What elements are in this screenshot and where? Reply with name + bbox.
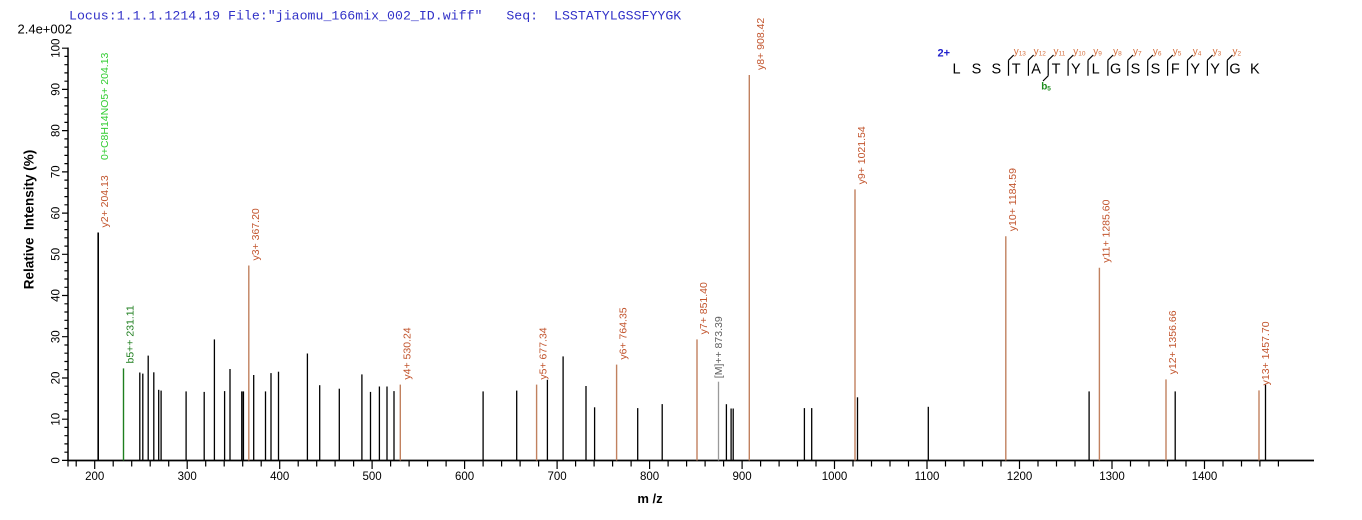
svg-text:30: 30 [51, 330, 63, 343]
svg-text:y5+ 677.34: y5+ 677.34 [538, 327, 550, 379]
svg-text:y13+ 1457.70: y13+ 1457.70 [1260, 321, 1272, 385]
svg-text:y10: y10 [1073, 47, 1086, 58]
svg-text:0: 0 [51, 457, 63, 463]
svg-text:L: L [952, 62, 960, 78]
svg-text:y11: y11 [1054, 47, 1066, 58]
svg-text:y9+ 1021.54: y9+ 1021.54 [856, 126, 868, 184]
svg-text:b5: b5 [1041, 82, 1051, 93]
svg-text:10: 10 [51, 413, 63, 426]
svg-text:900: 900 [733, 471, 752, 483]
svg-text:500: 500 [363, 471, 382, 483]
svg-text:y4: y4 [1193, 47, 1202, 58]
svg-text:y6+ 764.35: y6+ 764.35 [618, 307, 630, 359]
svg-text:y12+ 1356.66: y12+ 1356.66 [1167, 310, 1179, 374]
svg-text:50: 50 [51, 248, 63, 261]
svg-text:40: 40 [51, 289, 63, 302]
svg-text:Y: Y [1071, 62, 1081, 78]
svg-text:90: 90 [51, 83, 63, 96]
svg-text:S: S [1151, 62, 1161, 78]
svg-text:G: G [1229, 62, 1240, 78]
svg-text:y6: y6 [1153, 47, 1162, 58]
svg-text:Y: Y [1210, 62, 1220, 78]
svg-text:y11+ 1285.60: y11+ 1285.60 [1100, 199, 1112, 262]
svg-text:2+: 2+ [938, 48, 951, 60]
svg-text:0+C8H14NO5+ 204.13: 0+C8H14NO5+ 204.13 [99, 52, 111, 160]
svg-text:20: 20 [51, 372, 63, 385]
svg-text:y9: y9 [1093, 47, 1102, 58]
svg-text:700: 700 [548, 471, 567, 483]
svg-text:y4+ 530.24: y4+ 530.24 [401, 327, 413, 379]
svg-text:1400: 1400 [1192, 471, 1218, 483]
svg-text:m /z: m /z [637, 491, 663, 506]
svg-text:y12: y12 [1034, 47, 1047, 58]
svg-text:Locus:1.1.1.1214.19 File:"jiao: Locus:1.1.1.1214.19 File:"jiaomu_166mix_… [69, 9, 681, 24]
svg-text:G: G [1110, 62, 1121, 78]
svg-text:Relative Intensity (%): Relative Intensity (%) [22, 150, 37, 290]
svg-text:600: 600 [455, 471, 474, 483]
svg-text:100: 100 [51, 39, 63, 58]
svg-text:L: L [1092, 62, 1100, 78]
svg-text:y5: y5 [1173, 47, 1182, 58]
svg-text:y3+ 367.20: y3+ 367.20 [250, 208, 262, 260]
svg-text:y10+ 1184.59: y10+ 1184.59 [1007, 168, 1019, 231]
svg-text:F: F [1171, 62, 1180, 78]
svg-text:80: 80 [51, 124, 63, 137]
svg-text:S: S [991, 62, 1001, 78]
svg-text:y8+ 908.42: y8+ 908.42 [755, 18, 767, 70]
svg-text:y2+ 204.13: y2+ 204.13 [99, 175, 111, 227]
svg-text:300: 300 [178, 471, 197, 483]
svg-text:S: S [1131, 62, 1141, 78]
svg-text:[M]++ 873.39: [M]++ 873.39 [713, 316, 725, 378]
svg-text:800: 800 [640, 471, 659, 483]
svg-text:1300: 1300 [1099, 471, 1125, 483]
svg-text:2.4e+002: 2.4e+002 [18, 22, 73, 37]
svg-text:A: A [1031, 62, 1041, 78]
svg-text:y2: y2 [1233, 47, 1242, 58]
svg-text:1000: 1000 [822, 471, 848, 483]
svg-text:1200: 1200 [1007, 471, 1033, 483]
svg-text:Y: Y [1190, 62, 1200, 78]
svg-text:1100: 1100 [915, 471, 940, 483]
svg-text:60: 60 [51, 207, 63, 220]
svg-text:K: K [1250, 62, 1260, 78]
svg-text:400: 400 [270, 471, 289, 483]
svg-text:y13: y13 [1014, 47, 1027, 58]
svg-text:200: 200 [85, 471, 104, 483]
svg-text:y8: y8 [1113, 47, 1122, 58]
svg-text:y3: y3 [1213, 47, 1222, 58]
svg-text:y7+ 851.40: y7+ 851.40 [698, 282, 710, 334]
svg-text:70: 70 [51, 166, 63, 179]
svg-text:T: T [1012, 62, 1021, 78]
svg-text:S: S [972, 62, 982, 78]
svg-text:T: T [1052, 62, 1061, 78]
svg-text:y7: y7 [1133, 47, 1142, 58]
svg-text:b5++ 231.11: b5++ 231.11 [125, 305, 137, 363]
